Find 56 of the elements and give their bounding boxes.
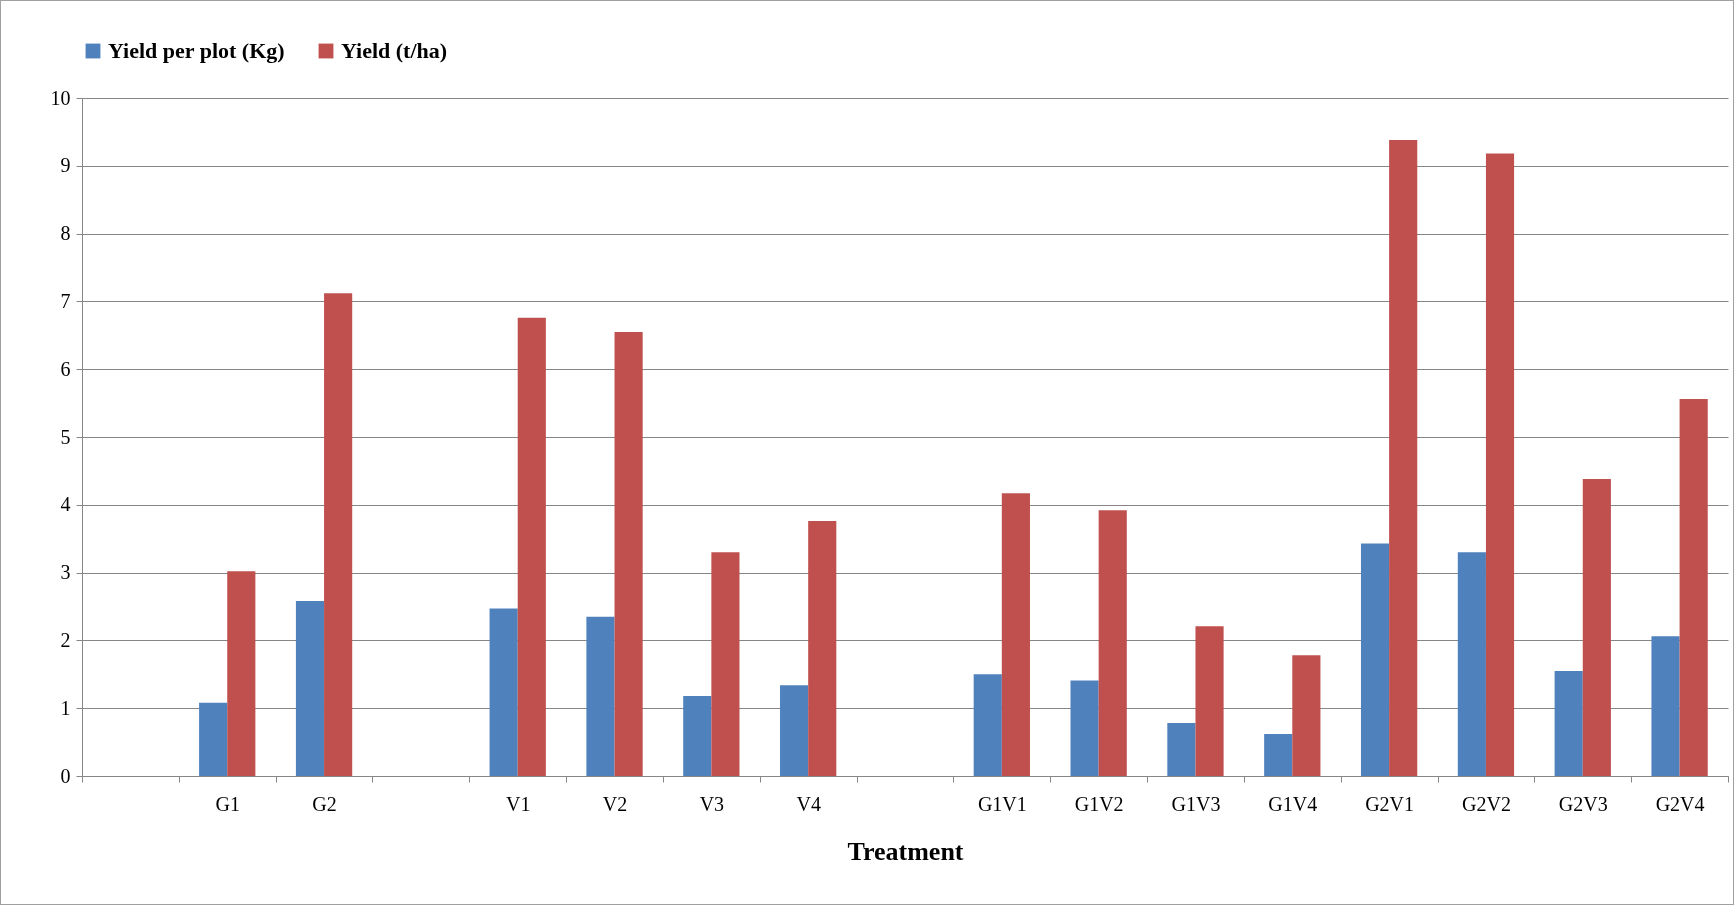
- y-tick-label: 8: [60, 222, 71, 245]
- bar: [1679, 399, 1708, 776]
- bar: [1651, 636, 1680, 776]
- x-tick-label: G2V3: [1558, 792, 1608, 815]
- y-tick-label: 7: [60, 289, 71, 312]
- x-tick-label: G2V1: [1365, 792, 1415, 815]
- bar: [808, 521, 837, 776]
- bar: [227, 571, 256, 776]
- y-tick-label: 10: [50, 86, 71, 109]
- bar: [199, 702, 228, 776]
- legend-label: Yield per plot (Kg): [108, 38, 285, 63]
- y-tick-label: 1: [60, 696, 71, 719]
- bar: [711, 552, 740, 776]
- bar: [1167, 723, 1196, 776]
- y-tick-label: 4: [60, 493, 71, 516]
- bar: [1195, 626, 1224, 776]
- bar: [614, 331, 643, 776]
- bar: [1457, 552, 1486, 776]
- bar: [1001, 493, 1030, 776]
- bar: [1360, 543, 1390, 776]
- bar: [295, 601, 325, 776]
- bar: [1485, 153, 1515, 776]
- bar: [1292, 655, 1321, 776]
- x-tick-label: V3: [699, 792, 725, 815]
- bar: [1582, 479, 1611, 776]
- x-tick-label: G2V4: [1655, 792, 1705, 815]
- x-tick-label: V4: [796, 792, 821, 815]
- x-tick-label: G1V4: [1268, 792, 1318, 815]
- y-tick-label: 9: [60, 154, 71, 177]
- bar: [1098, 510, 1127, 776]
- x-tick-label: G2V2: [1462, 792, 1511, 815]
- x-tick-label: V1: [505, 792, 531, 815]
- bar: [1264, 733, 1293, 776]
- x-tick-label: G2: [312, 792, 337, 815]
- x-tick-label: V2: [602, 792, 628, 815]
- bar: [489, 608, 518, 776]
- y-tick-label: 0: [60, 764, 71, 787]
- x-tick-label: G1V2: [1074, 792, 1124, 815]
- y-tick-label: 5: [60, 425, 71, 448]
- bar: [1554, 670, 1583, 776]
- bar: [517, 317, 546, 776]
- bar: [973, 674, 1002, 776]
- bar: [683, 696, 712, 776]
- x-tick-label: G1V3: [1171, 792, 1221, 815]
- bar: [324, 293, 353, 776]
- bar: [1389, 140, 1418, 776]
- x-tick-label: G1: [215, 792, 240, 815]
- bar: [586, 616, 615, 776]
- y-tick-label: 2: [60, 628, 71, 651]
- x-axis-title: Treatment: [847, 836, 964, 866]
- y-tick-label: 3: [60, 561, 71, 584]
- x-tick-label: G1V1: [977, 792, 1027, 815]
- legend-label: Yield (t/ha): [341, 38, 448, 63]
- y-tick-label: 6: [60, 357, 71, 380]
- bar: [780, 685, 809, 776]
- bar: [1070, 680, 1099, 776]
